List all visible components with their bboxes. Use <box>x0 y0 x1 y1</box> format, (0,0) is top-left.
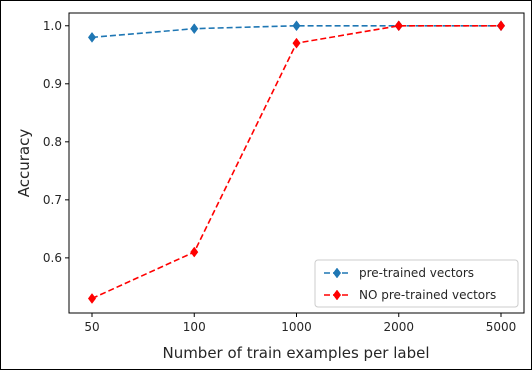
x-tick-label: 100 <box>183 320 206 334</box>
y-tick-label: 0.7 <box>43 193 62 207</box>
x-axis-label: Number of train examples per label <box>162 344 429 362</box>
series-1-point <box>190 23 199 35</box>
y-tick-label: 0.9 <box>43 77 62 91</box>
y-tick-label: 0.6 <box>43 251 62 265</box>
legend-marker-2 <box>332 289 342 301</box>
x-tick-label: 1000 <box>281 320 312 334</box>
legend-box <box>314 259 519 308</box>
series-2-point <box>394 20 403 32</box>
series-2-point <box>292 37 301 49</box>
series-2-point <box>87 293 97 304</box>
series-line-1 <box>91 24 501 39</box>
y-tick-label: 1.0 <box>43 19 62 33</box>
x-tick-label: 2000 <box>383 320 414 334</box>
legend-marker-1 <box>332 267 342 279</box>
series-1-point <box>87 31 97 43</box>
y-axis-label: Accuracy <box>15 129 33 198</box>
x-tick-label: 5000 <box>486 320 517 334</box>
legend: pre-trained vectors NO pre-trained vector… <box>314 259 519 308</box>
series-1-point <box>292 20 301 32</box>
x-tick-label: 50 <box>84 320 99 334</box>
y-tick-label: 0.8 <box>43 135 62 149</box>
legend-label-1: pre-trained vectors <box>359 266 474 280</box>
series-2-point <box>190 246 199 258</box>
legend-label-2: NO pre-trained vectors <box>359 288 496 302</box>
series-2-point <box>496 20 506 32</box>
